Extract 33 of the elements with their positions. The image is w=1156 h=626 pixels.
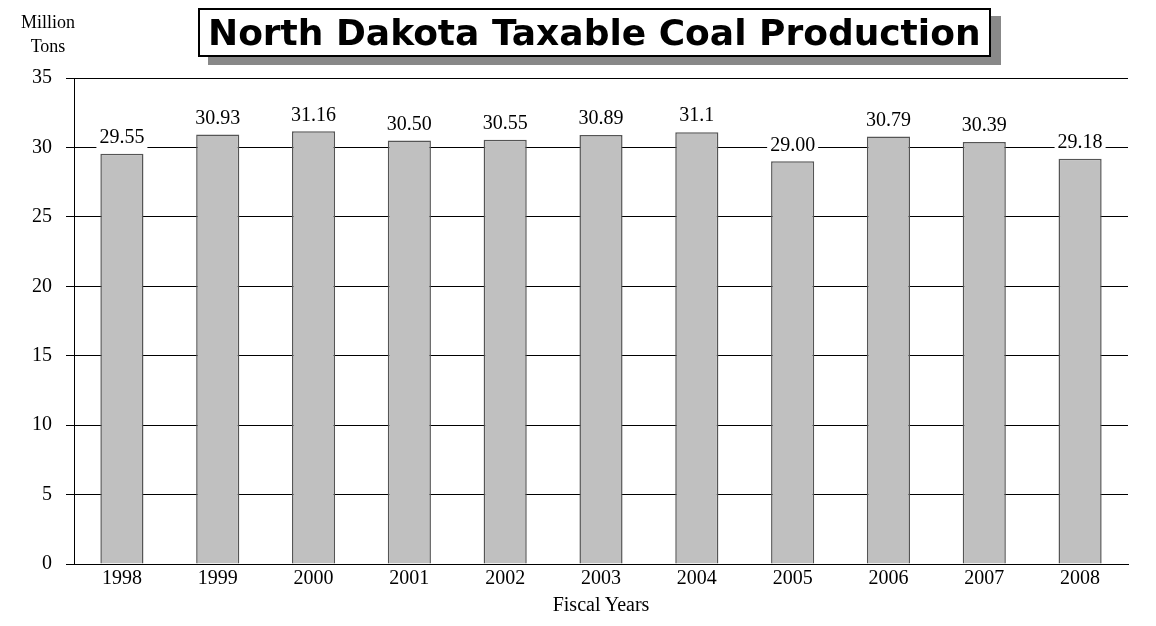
data-label: 31.16 — [291, 102, 337, 125]
data-label: 30.55 — [482, 111, 528, 134]
x-tick-label: 2004 — [676, 566, 717, 589]
x-tick-label: 2001 — [389, 566, 430, 589]
y-tick-label: 30 — [32, 134, 52, 157]
data-label: 29.18 — [1057, 130, 1103, 153]
x-tick-label: 2006 — [868, 566, 909, 589]
y-axis-title: Million Tons — [20, 11, 76, 58]
x-tick-label: 2005 — [772, 566, 813, 589]
y-tick-label: 25 — [32, 204, 52, 227]
data-label: 31.1 — [679, 103, 715, 126]
data-label: 30.93 — [195, 105, 241, 128]
x-tick-label: 2000 — [293, 566, 334, 589]
data-label: 30.89 — [578, 106, 624, 129]
y-tick-label: 15 — [32, 342, 52, 365]
chart-title: North Dakota Taxable Coal Production — [198, 8, 991, 57]
x-tick-label: 2008 — [1060, 566, 1101, 589]
data-label: 30.50 — [386, 111, 432, 134]
x-tick-label: 2007 — [964, 566, 1005, 589]
y-tick-label: 0 — [42, 551, 52, 574]
data-label: 29.00 — [770, 132, 816, 155]
y-tick-label: 20 — [32, 273, 52, 296]
data-label: 29.55 — [99, 124, 145, 147]
x-tick-label: 1998 — [101, 566, 142, 589]
x-tick-label: 2002 — [485, 566, 526, 589]
x-axis-title: Fiscal Years — [552, 593, 650, 616]
y-tick-label: 5 — [42, 481, 52, 504]
x-tick-label: 1999 — [197, 566, 238, 589]
data-label: 30.79 — [865, 107, 911, 130]
y-tick-label: 35 — [32, 65, 52, 88]
x-tick-label: 2003 — [581, 566, 621, 589]
y-tick-label: 10 — [32, 412, 52, 435]
data-label: 30.39 — [961, 113, 1007, 136]
